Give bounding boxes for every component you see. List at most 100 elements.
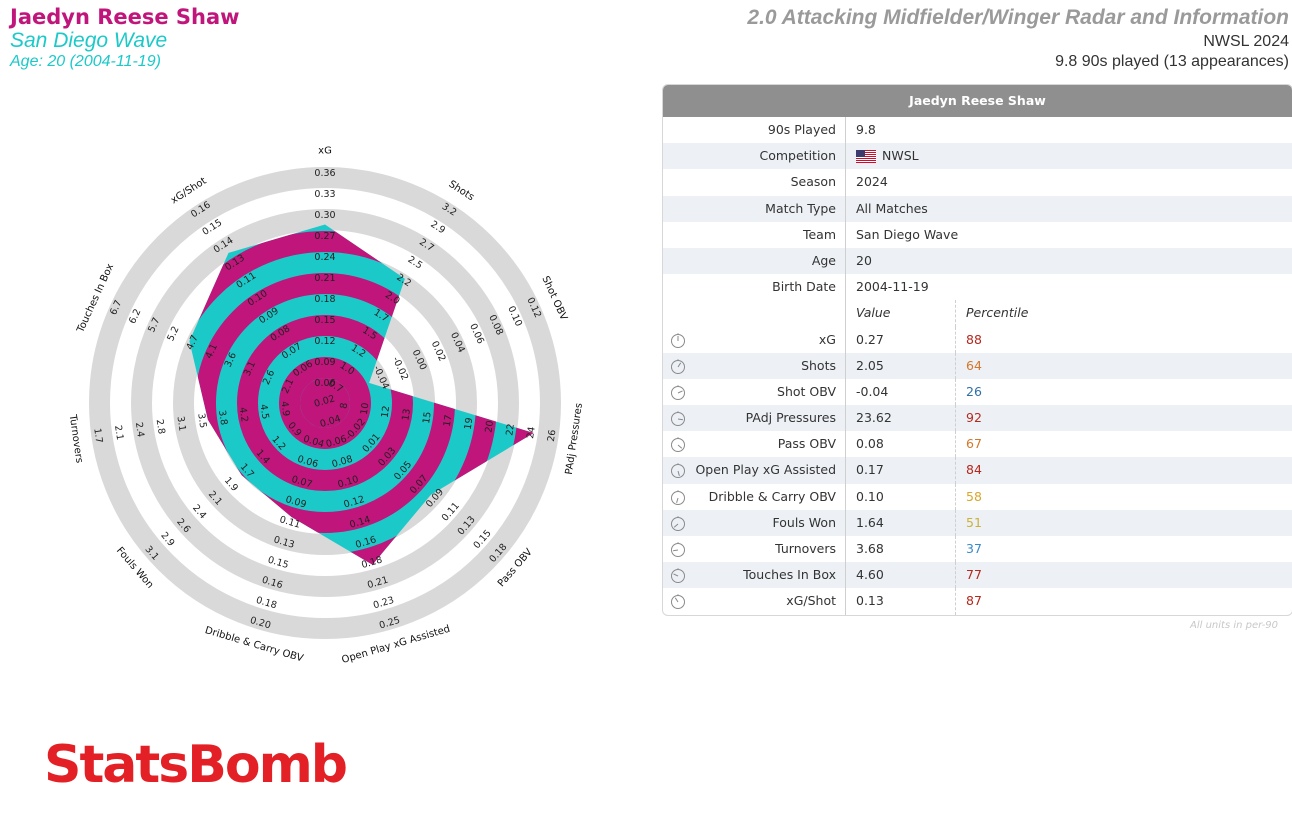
radar-axis-label: xG <box>318 146 332 157</box>
metric-percentile: 87 <box>966 593 982 609</box>
player-header: Jaedyn Reese Shaw San Diego Wave Age: 20… <box>10 4 240 72</box>
info-row: Age 20 <box>663 247 1292 275</box>
metric-percentile: 58 <box>966 488 982 504</box>
metric-row: Open Play xG Assisted 0.17 84 <box>663 457 1292 484</box>
radar-axis-label: Shots <box>446 179 475 203</box>
info-label: 90s Played <box>663 117 846 144</box>
radar-tick-label: 4.5 <box>258 404 271 421</box>
radar-tick-label: 24 <box>525 426 538 440</box>
metric-label: xG/Shot <box>786 593 836 609</box>
radar-tick-label: 3.1 <box>174 415 187 432</box>
radar-tick-label: 3.8 <box>216 409 229 426</box>
radar-area-band <box>237 315 413 491</box>
metric-value: 0.27 <box>846 326 956 353</box>
metric-percentile: 77 <box>966 567 982 583</box>
info-row: Team San Diego Wave <box>663 221 1292 248</box>
gauge-icon <box>671 332 685 348</box>
radar-tick-label: 4.2 <box>237 406 250 423</box>
percentile-column-header: Percentile <box>966 305 1029 321</box>
info-row: Competition NWSL <box>663 143 1292 170</box>
radar-tick-label: 20 <box>483 420 496 434</box>
metric-label: Turnovers <box>775 541 836 556</box>
info-value: 2004-11-19 <box>856 279 929 295</box>
radar-axis-label: PAdj Pressures <box>564 402 585 475</box>
radar-tick-label: 22 <box>504 423 517 437</box>
metric-value: 3.68 <box>846 536 956 563</box>
info-label: Birth Date <box>663 274 846 301</box>
info-value: 2024 <box>856 174 888 190</box>
gauge-icon <box>671 542 685 557</box>
metric-value: 0.10 <box>846 483 956 510</box>
statsbomb-logo: StatsBomb <box>44 735 348 795</box>
info-row: 90s Played 9.8 <box>663 117 1292 144</box>
metric-value: -0.04 <box>846 378 956 406</box>
info-label: Season <box>663 169 846 196</box>
radar-tick-label: 0.30 <box>314 210 335 221</box>
value-column-header: Value <box>846 300 956 327</box>
gauge-icon <box>671 358 685 374</box>
radar-tick-label: 0.09 <box>314 357 335 368</box>
metric-value: 0.08 <box>846 431 956 458</box>
competition-season: NWSL 2024 <box>1203 33 1289 50</box>
radar-tick-label: 2.8 <box>154 418 167 435</box>
radar-tick-label: 19 <box>463 417 476 431</box>
metric-percentile: 51 <box>966 514 982 530</box>
radar-tick-label: 2.1 <box>112 424 125 441</box>
info-row: Match Type All Matches <box>663 195 1292 222</box>
gauge-icon <box>671 594 685 610</box>
radar-tick-label: 0.06 <box>314 378 335 389</box>
radar-ring <box>131 209 519 597</box>
radar-tick-label: 0.36 <box>314 168 335 179</box>
metric-row: Touches In Box 4.60 77 <box>663 562 1292 589</box>
metric-label: Dribble & Carry OBV <box>708 488 836 504</box>
info-table: Jaedyn Reese Shaw 90s Played 9.8 Competiti… <box>662 84 1292 616</box>
metric-row: Turnovers 3.68 37 <box>663 536 1292 563</box>
minutes-played: 9.8 90s played (13 appearances) <box>1055 53 1289 70</box>
metric-row: Dribble & Carry OBV 0.10 58 <box>663 483 1292 510</box>
info-label: Age <box>663 247 846 275</box>
gauge-icon <box>671 516 685 531</box>
info-value: NWSL <box>882 148 919 164</box>
player-name: Jaedyn Reese Shaw <box>10 5 240 29</box>
metric-row: Shots 2.05 64 <box>663 352 1292 379</box>
radar-tick-label: 8 <box>338 402 350 410</box>
radar-ring <box>89 167 561 639</box>
info-row: Season 2024 <box>663 169 1292 196</box>
metric-label: PAdj Pressures <box>745 410 836 426</box>
radar-tick-label: 0.27 <box>314 231 335 242</box>
metric-row: PAdj Pressures 23.62 92 <box>663 405 1292 432</box>
info-label: Competition <box>663 143 846 170</box>
radar-center <box>300 378 350 428</box>
radar-tick-label: 0.24 <box>314 252 335 263</box>
info-table-header: Jaedyn Reese Shaw <box>663 85 1292 117</box>
radar-tick-label: 0.18 <box>314 294 335 305</box>
radar-tick-label: 0.12 <box>314 336 335 347</box>
radar-tick-label: 10 <box>359 402 372 416</box>
metric-percentile: 92 <box>966 410 982 426</box>
radar-header: 2.0 Attacking Midfielder/Winger Radar an… <box>747 4 1289 72</box>
metric-value: 0.13 <box>846 588 956 615</box>
age-line: Age: 20 (2004-11-19) <box>10 53 161 70</box>
radar-tick-label: 0.21 <box>314 273 335 284</box>
metric-row: xG/Shot 0.13 87 <box>663 588 1292 615</box>
radar-tick-label: 13 <box>400 408 413 422</box>
metric-value: 23.62 <box>846 405 956 432</box>
metric-percentile: 37 <box>966 541 982 556</box>
metric-row: Pass OBV 0.08 67 <box>663 431 1292 458</box>
info-label: Match Type <box>663 195 846 222</box>
info-value: San Diego Wave <box>856 226 959 242</box>
metric-rows: xG 0.27 88 Shots 2.05 64 Shot OBV -0.04 26 PAdj P… <box>663 326 1292 615</box>
gauge-icon <box>671 489 685 505</box>
metric-label: Shots <box>801 357 836 373</box>
info-rows: 90s Played 9.8 Competition NWSL Season 2024 Ma… <box>663 117 1292 301</box>
us-flag-icon <box>856 149 876 163</box>
metric-value: 2.05 <box>846 352 956 379</box>
metric-label: Fouls Won <box>772 514 836 530</box>
metric-label: xG <box>818 331 836 347</box>
info-value: 20 <box>856 252 872 268</box>
metric-percentile: 67 <box>966 436 982 452</box>
radar-tick-label: 4.9 <box>278 401 291 418</box>
gauge-icon <box>671 411 685 427</box>
metric-value: 4.60 <box>846 562 956 589</box>
radar-title: 2.0 Attacking Midfielder/Winger Radar an… <box>747 6 1289 29</box>
